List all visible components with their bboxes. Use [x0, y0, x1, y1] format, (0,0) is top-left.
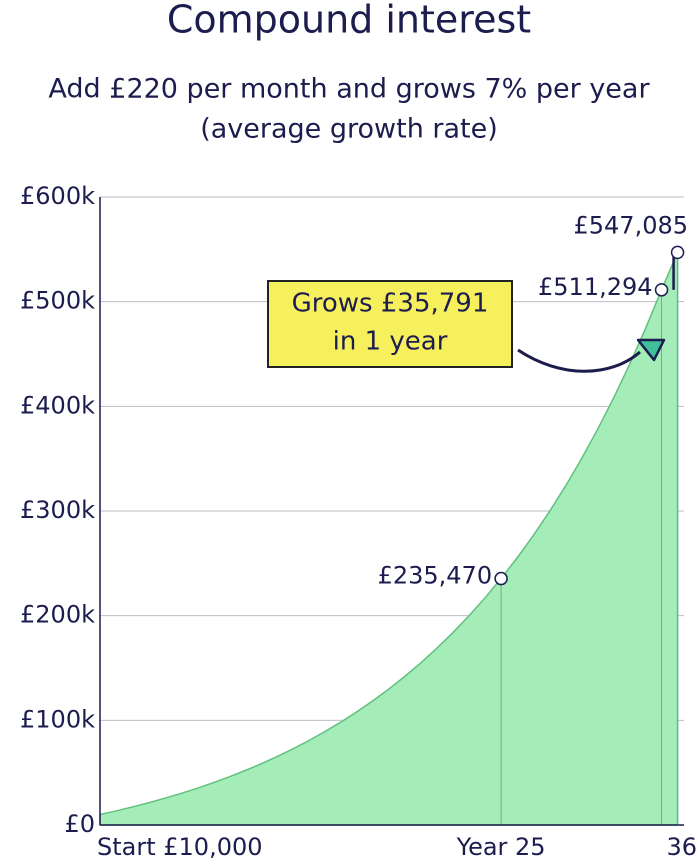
annotation-arrow: [517, 348, 641, 373]
annotation-arrowhead: [636, 338, 666, 362]
y-tick-label: £200k: [20, 601, 95, 629]
highlight-point: [670, 245, 685, 260]
point-label: £235,470: [378, 562, 493, 590]
x-tick-label: Year 25: [456, 833, 546, 861]
annotation-box: [267, 280, 513, 368]
chart-subtitle: (average growth rate): [200, 114, 498, 145]
y-tick-label: £300k: [20, 496, 95, 524]
y-tick-label: £100k: [20, 705, 95, 733]
x-tick-label: 36: [666, 833, 697, 861]
highlight-point: [494, 571, 508, 586]
chart-title: Compound interest: [167, 0, 531, 42]
y-tick-label: £500k: [20, 287, 95, 315]
annotation-text: Grows £35,791: [292, 289, 489, 319]
x-tick-label: Start £10,000: [97, 833, 263, 861]
chart-subtitle: Add £220 per month and grows 7% per year: [48, 74, 650, 105]
highlight-point: [654, 283, 669, 297]
annotation-text: in 1 year: [333, 327, 448, 357]
y-tick-label: £600k: [20, 182, 95, 210]
area: [99, 252, 679, 826]
point-label: £511,294: [538, 273, 653, 301]
y-tick-label: £400k: [20, 391, 95, 419]
point-label: £547,085: [573, 211, 688, 239]
y-tick-label: £0: [64, 810, 95, 838]
